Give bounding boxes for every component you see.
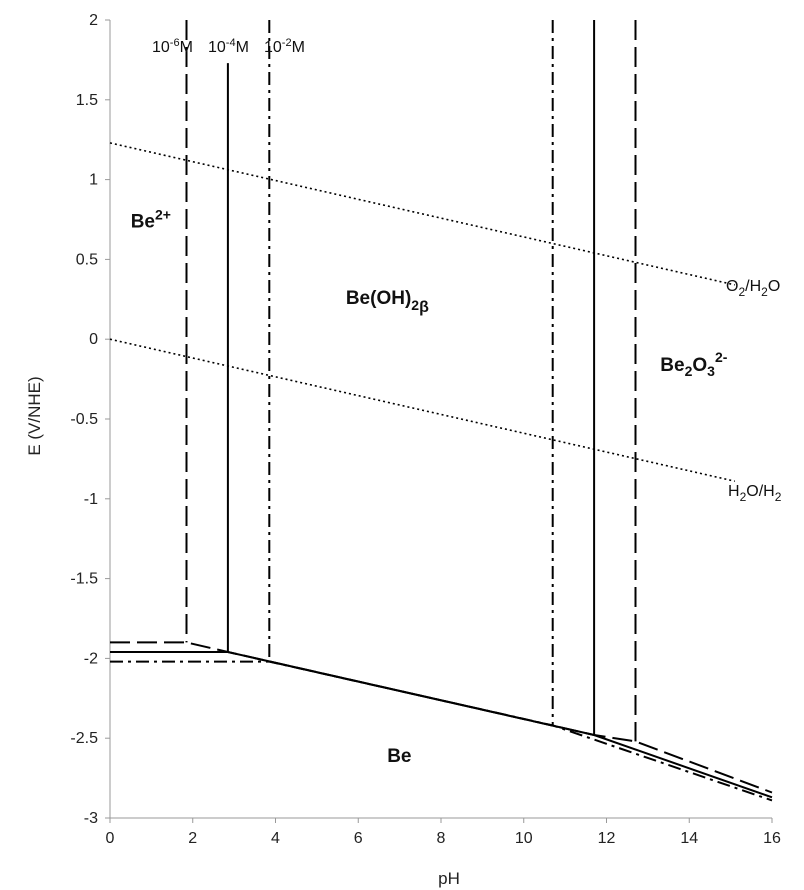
x-tick-label: 16: [763, 830, 781, 847]
series-lines: [109, 20, 773, 802]
region-label: Be2O32-: [660, 349, 727, 379]
region-label: Be: [387, 746, 411, 767]
x-tick-label: 12: [598, 830, 616, 847]
x-tick-label: 6: [354, 830, 363, 847]
y-tick-label: -1: [84, 491, 98, 508]
concentration-label: 10-2M: [264, 37, 305, 56]
y-tick-label: 2: [89, 12, 98, 29]
region-label: Be2+: [131, 206, 171, 232]
y-tick-label: -0.5: [70, 411, 98, 428]
x-axis-title: pH: [438, 869, 460, 888]
x-tick-label: 2: [188, 830, 197, 847]
x-tick-label: 14: [680, 830, 698, 847]
concentration-label: 10-6M: [152, 37, 193, 56]
series-dashed-segment-1: [110, 641, 773, 794]
y-tick-label: 0: [89, 331, 98, 348]
y-axis-title: E (V/NHE): [25, 376, 44, 455]
redox-couple-label: H2O/H2: [728, 483, 782, 504]
x-tick-label: 8: [437, 830, 446, 847]
y-tick-label: 1: [89, 172, 98, 189]
y-tick-label: 0.5: [76, 251, 98, 268]
y-tick-label: -1.5: [70, 571, 98, 588]
series-dotted-segment-0: [109, 142, 735, 286]
series-solid-segment-1: [110, 651, 773, 799]
y-tick-label: 1.5: [76, 92, 98, 109]
tick-labels: 2 1.5 1 0.5 0 -0.5 -1 -1.5 -2 -2.5 -3 0 2 4 6 8 10 12 14 16: [70, 12, 781, 847]
y-tick-label: -2: [84, 650, 98, 667]
concentration-label: 10-4M: [208, 37, 249, 56]
x-tick-label: 10: [515, 830, 533, 847]
annotations: 10-6M 10-4M 10-2M O2/H2O H2O/H2 Be2+ Be(OH)2β B…: [131, 37, 782, 767]
region-label: Be(OH)2β: [346, 288, 429, 316]
x-tick-label: 0: [106, 830, 115, 847]
y-tick-label: -2.5: [70, 730, 98, 747]
series-dashdot-segment-1: [110, 660, 773, 802]
y-tick-label: -3: [84, 810, 98, 827]
redox-couple-label: O2/H2O: [726, 278, 780, 299]
series-dotted-segment-0: [109, 338, 735, 482]
x-tick-label: 4: [271, 830, 280, 847]
axes: [105, 19, 773, 823]
